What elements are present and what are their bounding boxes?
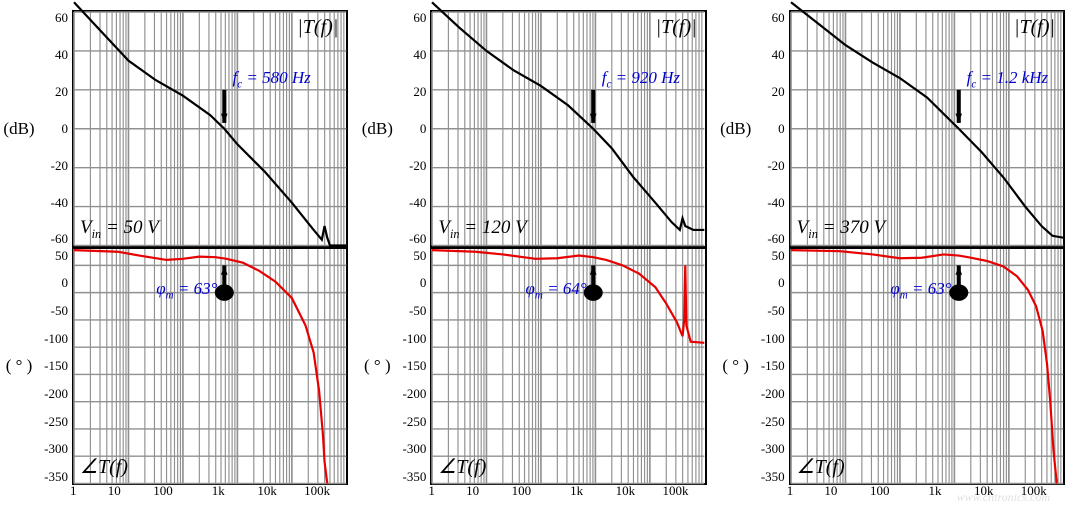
magnitude-plot: |T(f)| fc = 920 Hz Vin = 120 V: [430, 10, 706, 248]
watermark: www.cntronics.com: [957, 490, 1050, 505]
phase-ylabel: ( ° ): [0, 248, 38, 486]
phase-yticks: 500-50-100-150-200-250-300-350: [396, 248, 430, 486]
phase-yticks: 500-50-100-150-200-250-300-350: [38, 248, 72, 486]
magnitude-ylabel: (dB): [717, 10, 755, 248]
mag-title: |T(f)|: [1014, 16, 1055, 39]
phase-row: ( ° )500-50-100-150-200-250-300-350φm = …: [717, 248, 1075, 486]
phase-row: ( ° )500-50-100-150-200-250-300-350φm = …: [0, 248, 358, 486]
magnitude-row: (dB)6040200-20-40-60 |T(f)| fc = 580 Hz Vin…: [0, 10, 358, 248]
phase-yticks: 500-50-100-150-200-250-300-350: [755, 248, 789, 486]
magnitude-ylabel: (dB): [358, 10, 396, 248]
bode-column-2: (dB)6040200-20-40-60 |T(f)| fc = 1.2 kHz Vi…: [717, 10, 1075, 501]
x-ticks: 1101001k10k100k: [0, 483, 358, 501]
pm-annotation: φm = 63°: [890, 279, 951, 301]
magnitude-yticks: 6040200-20-40-60: [38, 10, 72, 248]
phase-ylabel: ( ° ): [358, 248, 396, 486]
mag-title: |T(f)|: [656, 16, 697, 39]
magnitude-yticks: 6040200-20-40-60: [755, 10, 789, 248]
bode-column-0: (dB)6040200-20-40-60 |T(f)| fc = 580 Hz Vin…: [0, 10, 358, 501]
fc-annotation: fc = 920 Hz: [602, 68, 680, 90]
phase-title: ∠T(f): [80, 454, 128, 479]
phase-title: ∠T(f): [797, 454, 845, 479]
x-ticks: 1101001k10k100k: [358, 483, 716, 501]
vin-annotation: Vin = 370 V: [797, 217, 885, 242]
phase-ylabel: ( ° ): [717, 248, 755, 486]
magnitude-plot: |T(f)| fc = 1.2 kHz Vin = 370 V: [789, 10, 1065, 248]
pm-annotation: φm = 63°: [156, 279, 217, 301]
phase-title: ∠T(f): [438, 454, 486, 479]
magnitude-yticks: 6040200-20-40-60: [396, 10, 430, 248]
magnitude-row: (dB)6040200-20-40-60 |T(f)| fc = 920 Hz Vin…: [358, 10, 716, 248]
vin-annotation: Vin = 120 V: [438, 217, 526, 242]
bode-column-1: (dB)6040200-20-40-60 |T(f)| fc = 920 Hz Vin…: [358, 10, 716, 501]
mag-title: |T(f)|: [297, 16, 338, 39]
phase-plot: φm = 63° ∠T(f): [789, 248, 1065, 486]
vin-annotation: Vin = 50 V: [80, 217, 159, 242]
phase-plot: φm = 63° ∠T(f): [72, 248, 348, 486]
phase-plot: φm = 64° ∠T(f): [430, 248, 706, 486]
fc-annotation: fc = 580 Hz: [232, 68, 310, 90]
fc-annotation: fc = 1.2 kHz: [967, 68, 1049, 90]
magnitude-ylabel: (dB): [0, 10, 38, 248]
pm-annotation: φm = 64°: [525, 279, 586, 301]
magnitude-row: (dB)6040200-20-40-60 |T(f)| fc = 1.2 kHz Vi…: [717, 10, 1075, 248]
magnitude-plot: |T(f)| fc = 580 Hz Vin = 50 V: [72, 10, 348, 248]
phase-row: ( ° )500-50-100-150-200-250-300-350φm = …: [358, 248, 716, 486]
